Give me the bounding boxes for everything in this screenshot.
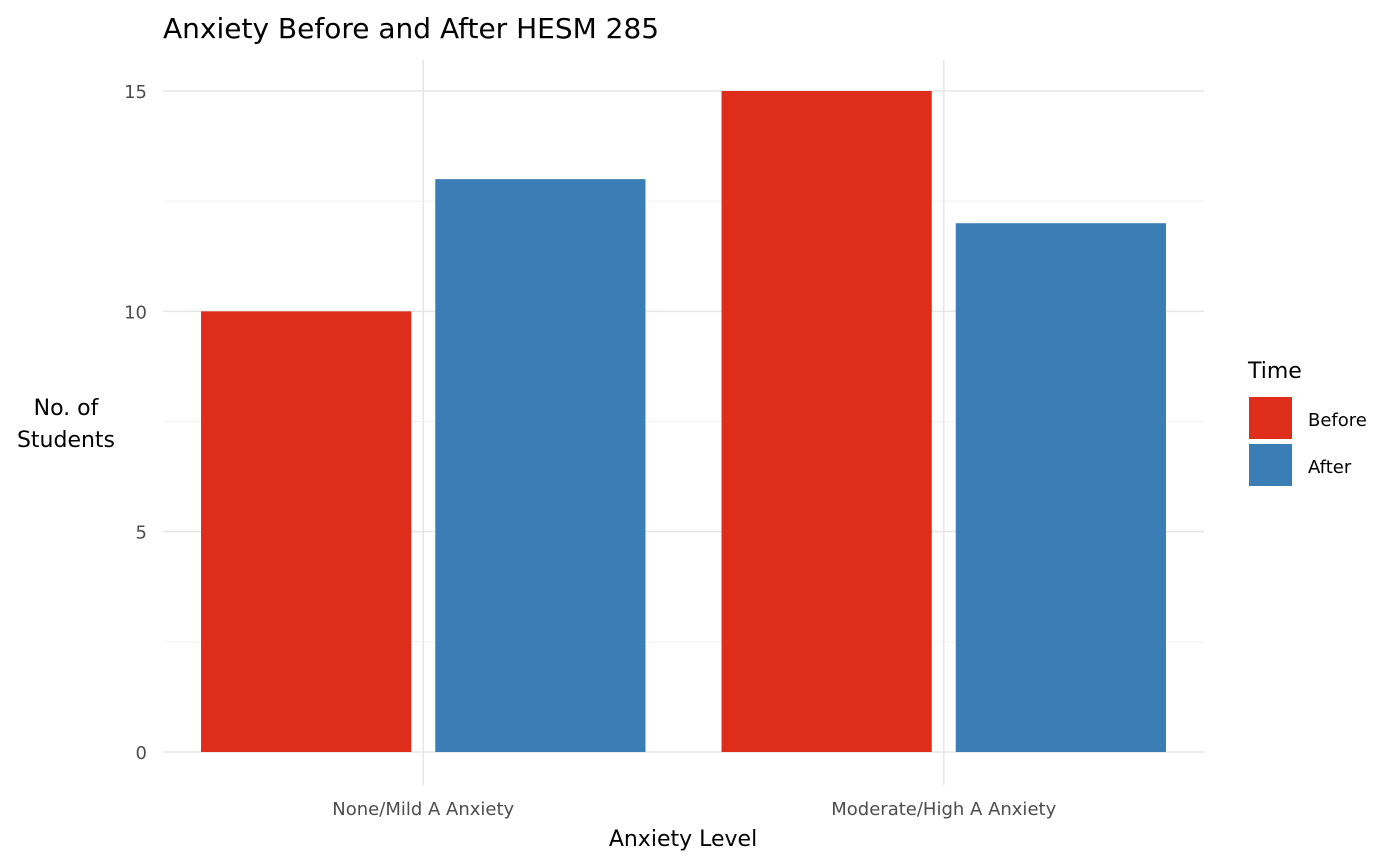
y-axis-tick-labels: 0 5 10 15 bbox=[124, 82, 147, 764]
legend: Time Before After bbox=[1247, 359, 1367, 486]
legend-title: Time bbox=[1247, 359, 1302, 384]
x-axis-title: Anxiety Level bbox=[609, 827, 757, 852]
legend-key-after bbox=[1249, 444, 1292, 486]
y-tick-label: 0 bbox=[136, 743, 147, 764]
bars bbox=[201, 91, 1166, 753]
y-tick-label: 15 bbox=[124, 82, 147, 103]
x-axis-tick-labels: None/Mild A Anxiety Moderate/High A Anxie… bbox=[332, 799, 1056, 820]
y-axis-title-line-2: Students bbox=[17, 428, 115, 453]
bar-after-2 bbox=[955, 223, 1166, 752]
chart-title: Anxiety Before and After HESM 285 bbox=[163, 12, 659, 45]
legend-key-before bbox=[1249, 397, 1292, 439]
y-tick-label: 10 bbox=[124, 302, 147, 323]
y-tick-label: 5 bbox=[136, 523, 147, 544]
x-tick-label: Moderate/High A Anxiety bbox=[831, 799, 1056, 820]
y-axis-title-line-1: No. of bbox=[34, 396, 100, 421]
x-tick-label: None/Mild A Anxiety bbox=[332, 799, 514, 820]
bar-before-2 bbox=[721, 91, 932, 752]
bar-after-1 bbox=[435, 179, 646, 753]
legend-label-before: Before bbox=[1308, 410, 1367, 431]
bar-before-1 bbox=[201, 311, 412, 752]
legend-label-after: After bbox=[1308, 457, 1352, 478]
